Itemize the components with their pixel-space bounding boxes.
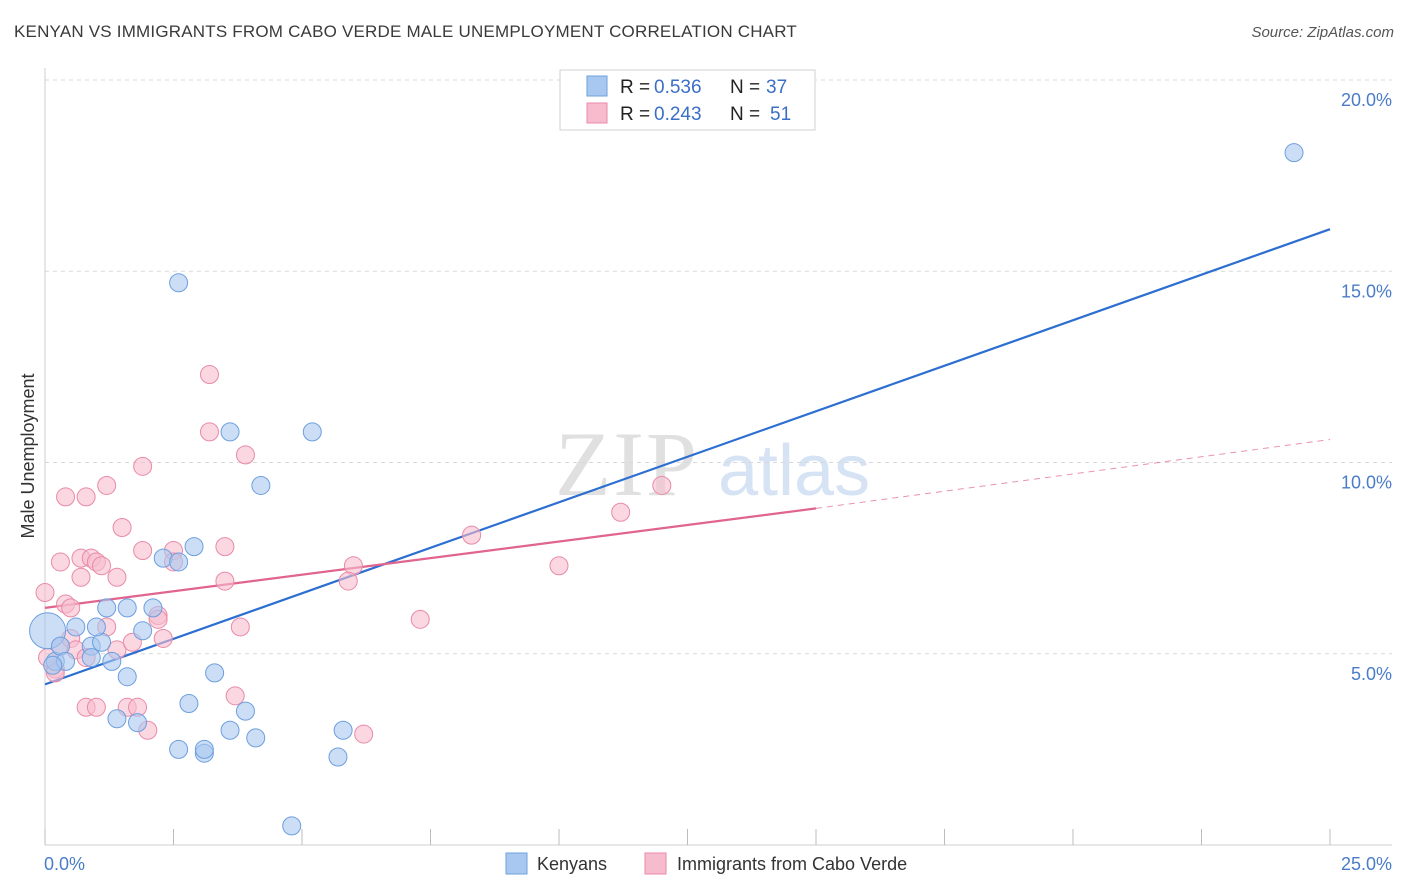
legend-swatch-cabo-verde [644,852,667,875]
legend-swatch-kenyans [505,852,528,875]
point-kenyans [328,747,348,767]
point-cabo-verde [56,487,76,507]
point-kenyans [1284,143,1304,163]
point-cabo-verde [338,571,358,591]
trendlines [44,228,1331,686]
point-kenyans [128,713,148,733]
point-cabo-verde [107,567,127,587]
trendline-cabo-verde-extension [815,439,1331,509]
point-kenyans [169,552,189,572]
legend-label-cabo-verde: Immigrants from Cabo Verde [677,854,907,874]
trendline-cabo-verde [44,507,817,609]
stats-r-value-1: 0.536 [654,77,702,98]
point-cabo-verde [235,445,255,465]
point-kenyans [169,739,189,759]
stats-n-value-1: 37 [766,77,787,98]
point-kenyans [169,273,189,293]
point-cabo-verde [215,571,235,591]
point-cabo-verde [97,475,117,495]
stats-r-value-2: 0.243 [654,104,702,125]
y-axis-label: Male Unemployment [18,373,38,538]
point-cabo-verde [611,502,631,522]
point-cabo-verde [76,487,96,507]
point-kenyans [220,720,240,740]
point-kenyans [102,651,122,671]
legend-label-kenyans: Kenyans [537,854,607,874]
y-tick-label: 5.0% [1351,664,1392,684]
point-cabo-verde [133,540,153,560]
watermark-zip: ZIP [555,413,699,515]
stats-swatch-cabo-verde [586,102,608,124]
x-tick-label: 0.0% [44,854,85,874]
point-kenyans [143,598,163,618]
point-cabo-verde [92,556,112,576]
point-kenyans [117,667,137,687]
point-kenyans [117,598,137,618]
point-cabo-verde [652,475,672,495]
watermark-atlas: atlas [718,431,870,511]
stats-n-value-2: 51 [770,104,791,125]
point-cabo-verde [410,609,430,629]
point-cabo-verde [549,556,569,576]
stats-n-label-2: N = [730,104,760,125]
point-cabo-verde [354,724,374,744]
stats-r-label-2: R = [620,104,650,125]
point-cabo-verde [153,628,173,648]
point-cabo-verde [61,598,81,618]
stats-r-label-1: R = [620,77,650,98]
trendline-kenyans [44,228,1331,686]
point-kenyans [251,475,271,495]
point-kenyans [43,655,63,675]
data-points [29,143,1304,836]
point-kenyans [97,598,117,618]
y-tick-label: 15.0% [1341,281,1392,301]
point-kenyans [81,648,101,668]
point-kenyans [107,709,127,729]
point-cabo-verde [71,567,91,587]
point-cabo-verde [199,365,219,385]
point-kenyans [194,739,214,759]
tick-labels: 5.0% 10.0% 15.0% 20.0% 0.0% 25.0% [44,90,1392,874]
point-cabo-verde [35,583,55,603]
point-cabo-verde [50,552,70,572]
point-cabo-verde [462,525,482,545]
point-kenyans [205,663,225,683]
point-kenyans [86,617,106,637]
point-cabo-verde [112,518,132,538]
point-cabo-verde [230,617,250,637]
point-cabo-verde [199,422,219,442]
point-cabo-verde [215,537,235,557]
point-kenyans [246,728,266,748]
point-cabo-verde [86,697,106,717]
point-kenyans [333,720,353,740]
point-kenyans [235,701,255,721]
point-kenyans [282,816,302,836]
point-kenyans [184,537,204,557]
point-kenyans [66,617,86,637]
point-kenyans [302,422,322,442]
point-kenyans [133,621,153,641]
stats-box: R = 0.536 N = 37 R = 0.243 N = 51 [559,69,816,131]
stats-n-label-1: N = [730,77,760,98]
y-tick-label: 10.0% [1341,473,1392,493]
chart-source: Source: ZipAtlas.com [1251,24,1394,41]
legend: Kenyans Immigrants from Cabo Verde [505,852,907,875]
point-kenyans [179,693,199,713]
point-cabo-verde [133,456,153,476]
x-tick-label: 25.0% [1341,854,1392,874]
point-kenyans [220,422,240,442]
stats-swatch-kenyans [586,75,608,97]
point-cabo-verde [225,686,245,706]
chart-title: KENYAN VS IMMIGRANTS FROM CABO VERDE MAL… [14,22,797,41]
y-tick-label: 20.0% [1341,90,1392,110]
grid-lines [45,79,1392,655]
axes [44,68,1392,846]
